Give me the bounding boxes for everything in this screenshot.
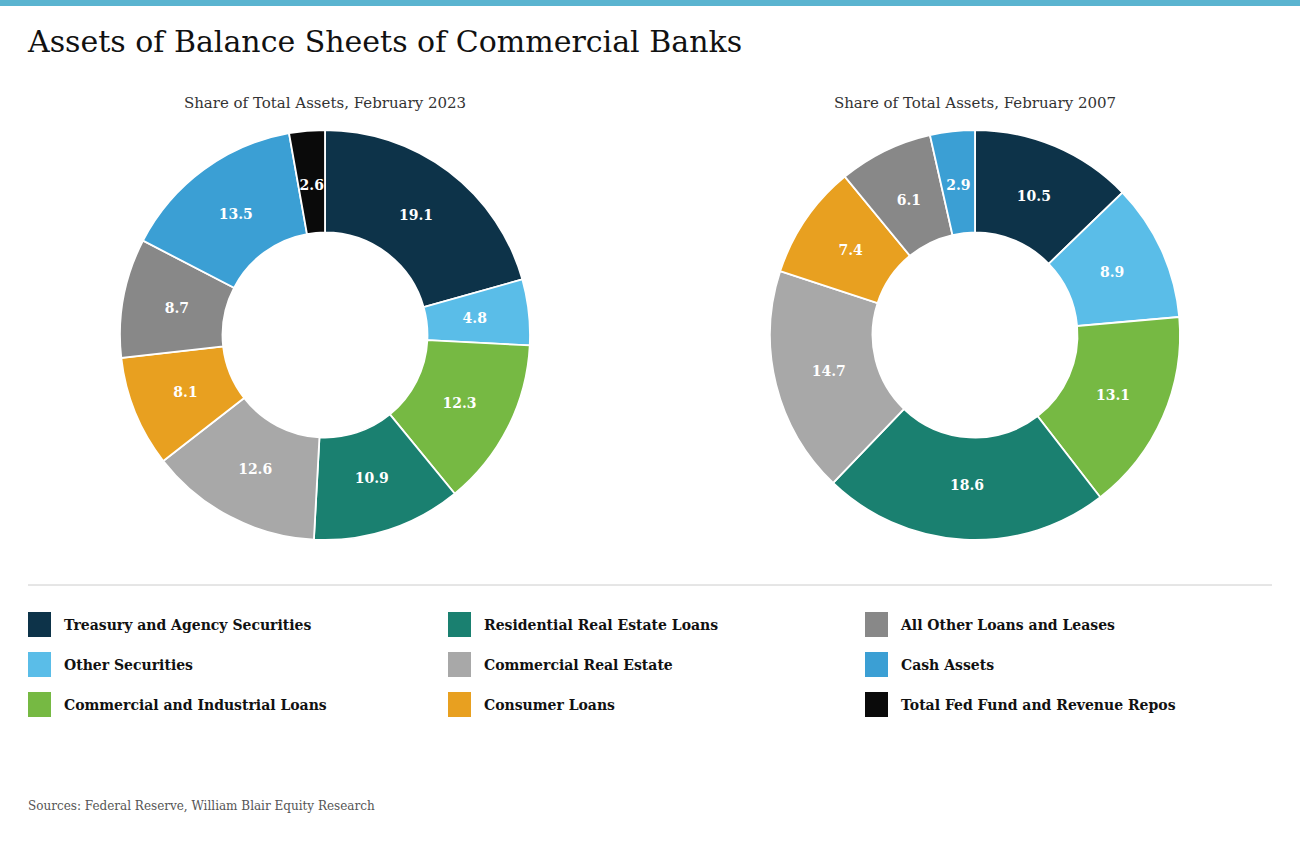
data-labels: 19.1 4.8 12.3 10.9 12.6 8.1 8.7 13.5 2.6 <box>165 177 487 486</box>
legend-label: Consumer Loans <box>484 697 615 713</box>
data-labels: 10.5 8.9 13.1 18.6 14.7 7.4 6.1 2.9 <box>812 177 1130 493</box>
slice <box>424 279 530 345</box>
data-label: 12.3 <box>442 395 476 411</box>
subtitle: Share of Total Assets, February 2007 <box>834 94 1116 112</box>
donut-chart: Share of Total Assets, February 2023 19.1… <box>120 94 530 540</box>
data-label: 12.6 <box>238 461 272 477</box>
legend-swatch <box>865 692 888 717</box>
legend-item: All Other Loans and Leases <box>865 612 1115 637</box>
legend-swatch <box>448 692 471 717</box>
legend-swatch <box>865 612 888 637</box>
legend-item: Commercial Real Estate <box>448 652 673 677</box>
data-label: 10.9 <box>355 470 389 486</box>
data-label: 13.1 <box>1096 387 1130 403</box>
slices <box>770 130 1180 540</box>
data-label: 18.6 <box>950 477 984 493</box>
legend-item: Residential Real Estate Loans <box>448 612 718 637</box>
legend-label: Other Securities <box>64 657 193 673</box>
data-label: 8.1 <box>173 384 197 400</box>
data-label: 8.7 <box>165 300 189 316</box>
legend-label: Commercial Real Estate <box>484 657 673 673</box>
legend-swatch <box>28 652 51 677</box>
legend-item: Commercial and Industrial Loans <box>28 692 327 717</box>
data-label: 2.6 <box>300 177 324 193</box>
slice <box>770 271 904 483</box>
donut-chart: Share of Total Assets, February 2007 10.5… <box>770 94 1180 540</box>
data-label: 2.9 <box>946 177 970 193</box>
data-label: 19.1 <box>399 207 433 223</box>
data-label: 10.5 <box>1017 188 1051 204</box>
slice <box>143 133 307 288</box>
slice <box>121 346 244 460</box>
data-label: 7.4 <box>838 242 863 258</box>
legend-swatch <box>28 612 51 637</box>
legend-swatch <box>28 692 51 717</box>
legend-label: Total Fed Fund and Revenue Repos <box>901 697 1176 713</box>
legend-swatch <box>448 652 471 677</box>
data-label: 6.1 <box>897 192 921 208</box>
legend-item: Consumer Loans <box>448 692 615 717</box>
legend-label: Residential Real Estate Loans <box>484 617 718 633</box>
data-label: 4.8 <box>463 310 487 326</box>
slice <box>930 130 975 235</box>
data-label: 8.9 <box>1100 264 1124 280</box>
legend-label: Treasury and Agency Securities <box>64 617 311 633</box>
legend-swatch <box>448 612 471 637</box>
legend-item: Treasury and Agency Securities <box>28 612 311 637</box>
legend-item: Total Fed Fund and Revenue Repos <box>865 692 1176 717</box>
legend-label: Cash Assets <box>901 657 994 673</box>
subtitle: Share of Total Assets, February 2023 <box>184 94 466 112</box>
slice <box>289 130 325 234</box>
data-label: 13.5 <box>219 206 253 222</box>
slice <box>1049 193 1179 326</box>
chart-title: Assets of Balance Sheets of Commercial B… <box>27 24 742 59</box>
slices <box>120 130 530 540</box>
legend-item: Other Securities <box>28 652 193 677</box>
chart-root: Assets of Balance Sheets of Commercial B… <box>0 0 1300 851</box>
slice <box>314 414 455 540</box>
data-label: 14.7 <box>812 363 846 379</box>
slice <box>325 130 522 307</box>
top-border <box>0 0 1300 6</box>
legend-label: All Other Loans and Leases <box>900 617 1115 633</box>
legend-swatch <box>865 652 888 677</box>
legend-item: Cash Assets <box>865 652 994 677</box>
source-note: Sources: Federal Reserve, William Blair … <box>28 799 375 813</box>
legend-label: Commercial and Industrial Loans <box>64 697 327 713</box>
legend: Treasury and Agency Securities Other Secu… <box>28 612 1176 717</box>
separator <box>28 585 1272 586</box>
